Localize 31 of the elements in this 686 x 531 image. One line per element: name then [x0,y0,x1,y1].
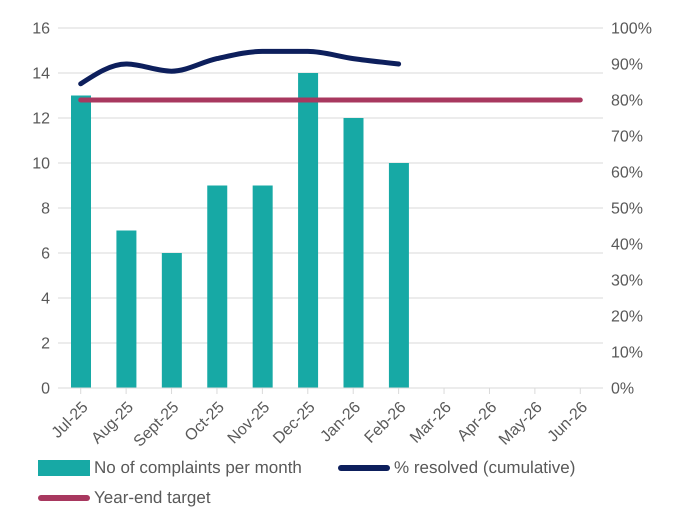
y2-tick-label: 70% [611,128,644,146]
y-tick-label: 10 [32,156,50,173]
y2-tick-label: 90% [611,56,644,74]
y-tick-label: 8 [41,200,50,218]
y2-tick-label: 80% [611,92,644,110]
bar [71,96,91,388]
y2-tick-label: 30% [611,272,644,290]
y2-tick-label: 60% [611,164,644,182]
y2-tick-label: 50% [611,200,644,218]
legend-label: Year-end target [94,488,211,508]
legend-label: No of complaints per month [94,458,302,478]
y-tick-label: 4 [41,290,50,308]
y-tick-label: 12 [32,110,50,128]
y-tick-label: 14 [32,66,50,83]
bar [116,230,136,388]
bar [207,186,228,388]
bar [252,186,273,388]
y-tick-label: 16 [32,20,50,38]
bar [388,163,409,388]
bar [344,118,364,388]
bar [298,73,318,388]
y2-tick-label: 0% [611,380,634,398]
bar [162,253,182,388]
y2-tick-label: 20% [611,308,644,326]
y-tick-label: 0 [41,380,50,398]
y-tick-label: 6 [41,246,50,263]
y2-tick-label: 100% [611,20,652,38]
y2-tick-label: 10% [611,344,644,362]
y2-tick-label: 40% [611,236,644,254]
legend-label: % resolved (cumulative) [394,458,576,478]
y-tick-label: 2 [41,336,50,353]
